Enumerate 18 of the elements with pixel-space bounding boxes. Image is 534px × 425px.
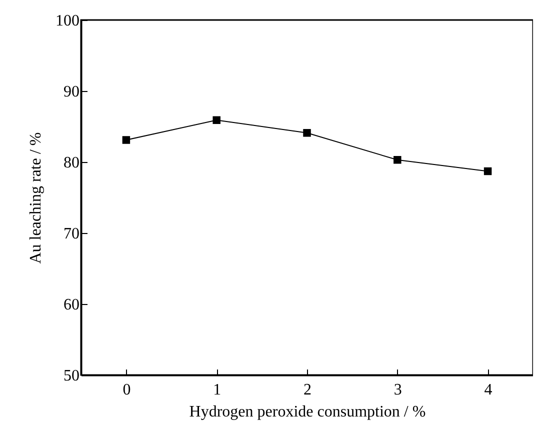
y-tick-label: 70 xyxy=(64,226,80,242)
point xyxy=(303,129,311,137)
x-tick-label: 3 xyxy=(394,382,402,398)
x-tick-label: 2 xyxy=(304,382,312,398)
y-tick-label: 100 xyxy=(56,12,80,30)
point xyxy=(212,116,220,124)
x-axis-title: Hydrogen peroxide consumption / % xyxy=(189,404,426,420)
x-tick-label: 4 xyxy=(484,382,492,398)
y-tick-label: 90 xyxy=(64,84,80,100)
point xyxy=(122,136,130,144)
x-tick-label: 1 xyxy=(213,382,222,398)
y-tick-label: 50 xyxy=(64,368,80,384)
point xyxy=(394,156,402,164)
y-axis-title: Au leaching rate / % xyxy=(28,132,44,264)
x-tick-label: 0 xyxy=(122,382,131,398)
y-tick-label: 60 xyxy=(64,296,80,314)
y-tick-label: 80 xyxy=(64,154,80,172)
point xyxy=(484,167,492,176)
